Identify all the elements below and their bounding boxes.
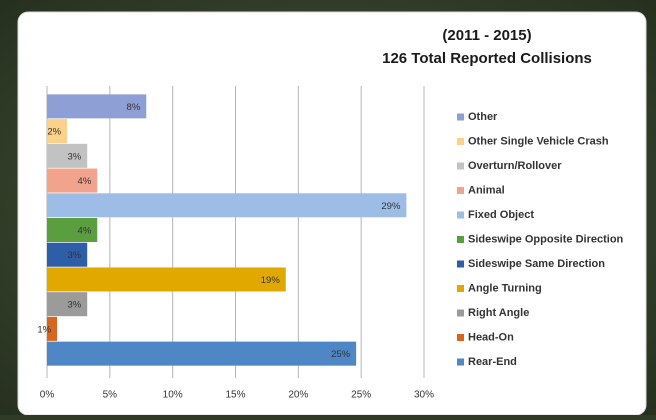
legend-label: Sideswipe Opposite Direction (468, 233, 624, 245)
legend-swatch (457, 334, 464, 341)
legend-label: Overturn/Rollover (468, 160, 562, 172)
value-label: 29% (381, 201, 401, 212)
legend-label: Other (468, 111, 498, 123)
bar (47, 342, 356, 366)
legend-label: Fixed Object (468, 209, 534, 221)
chart: (2011 - 2015) 126 Total Reported Collisi… (0, 0, 656, 415)
legend-label: Angle Turning (468, 282, 542, 294)
legend-label: Rear-End (468, 356, 517, 368)
legend-label: Head-On (468, 331, 514, 343)
x-tick-label: 30% (414, 390, 434, 401)
x-tick-label: 10% (163, 390, 183, 401)
value-label: 3% (67, 250, 81, 261)
bar (47, 193, 406, 217)
legend-label: Sideswipe Same Direction (468, 258, 605, 270)
legend-swatch (457, 359, 464, 366)
legend-swatch (457, 163, 464, 170)
value-label: 19% (261, 275, 281, 286)
legend-label: Animal (468, 184, 505, 196)
legend-swatch (457, 114, 464, 121)
value-label: 1% (37, 324, 51, 335)
legend-swatch (457, 285, 464, 292)
legend-swatch (457, 212, 464, 219)
legend-label: Right Angle (468, 307, 529, 319)
value-label: 3% (67, 151, 81, 162)
value-label: 2% (47, 127, 61, 138)
legend-swatch (457, 236, 464, 243)
legend-swatch (457, 187, 464, 194)
bar (47, 267, 286, 291)
chart-subtitle: 126 Total Reported Collisions (382, 50, 592, 67)
value-label: 4% (78, 176, 92, 187)
x-tick-label: 15% (225, 390, 245, 401)
x-tick-label: 0% (40, 390, 55, 401)
value-label: 3% (67, 300, 81, 311)
value-label: 8% (127, 102, 141, 113)
value-label: 25% (331, 349, 351, 360)
x-tick-label: 25% (351, 390, 371, 401)
x-tick-label: 5% (103, 390, 118, 401)
value-label: 4% (78, 226, 92, 237)
legend-swatch (457, 261, 464, 268)
legend-swatch (457, 310, 464, 317)
legend-swatch (457, 138, 464, 145)
x-tick-label: 20% (288, 390, 308, 401)
legend-label: Other Single Vehicle Crash (468, 135, 609, 147)
chart-title: (2011 - 2015) (442, 27, 531, 44)
